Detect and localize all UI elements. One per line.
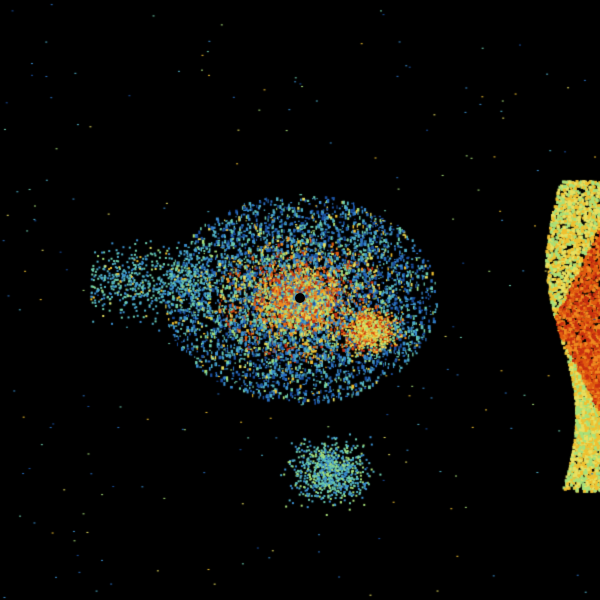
- radar-site-marker-icon: [295, 293, 305, 303]
